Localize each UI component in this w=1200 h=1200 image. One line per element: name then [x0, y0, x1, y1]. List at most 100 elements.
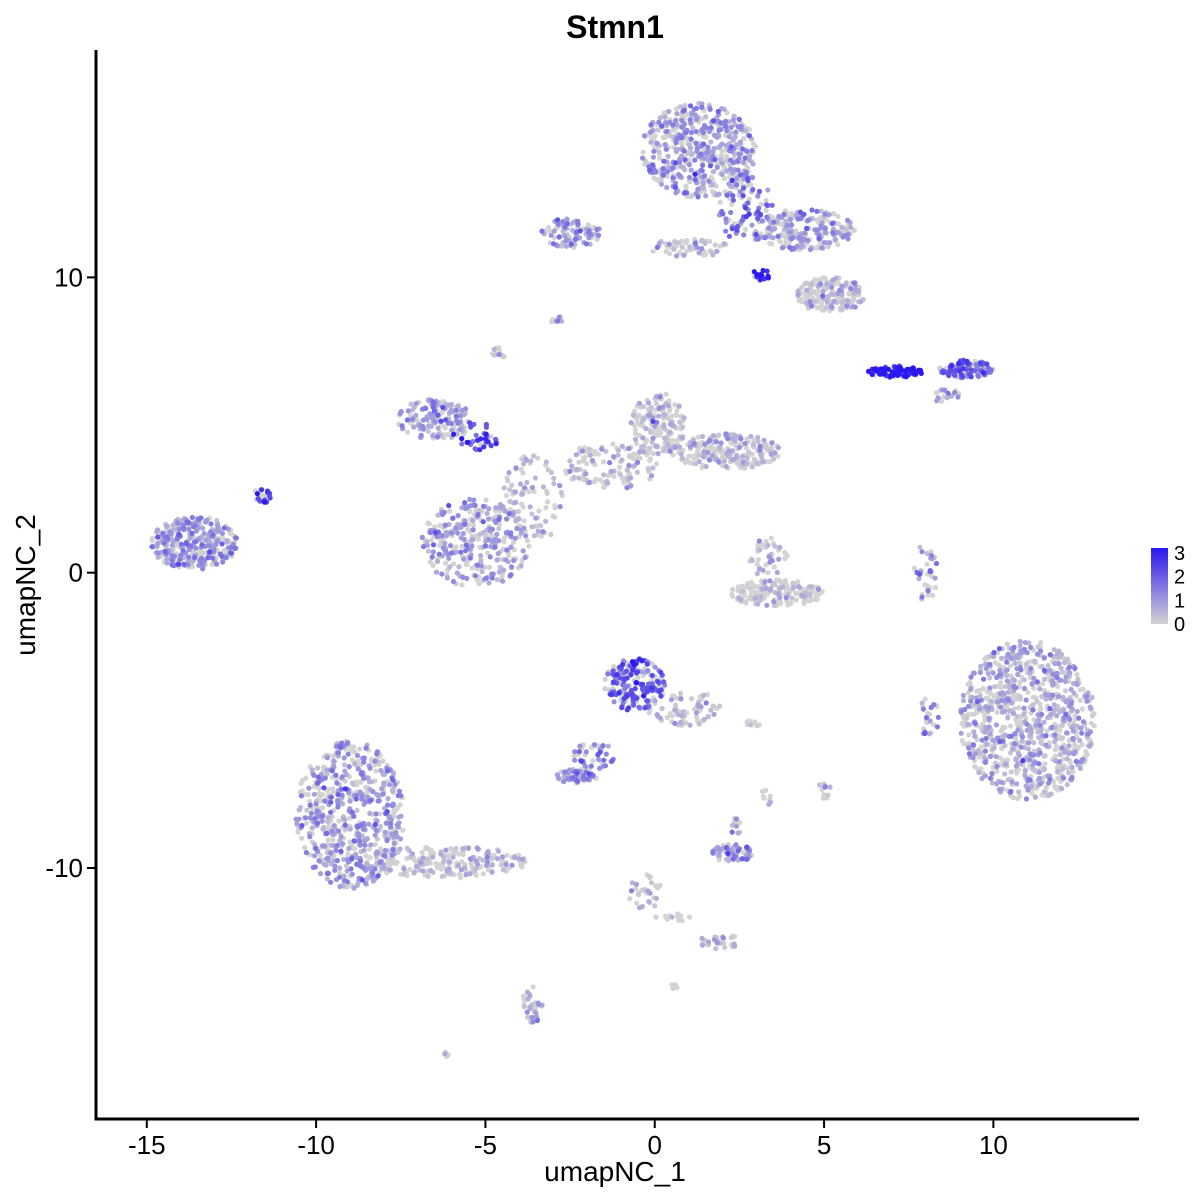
data-point [573, 236, 579, 242]
data-point [682, 167, 688, 173]
data-point [450, 854, 456, 860]
data-point [703, 463, 709, 470]
data-point [776, 556, 782, 562]
data-point [1036, 775, 1042, 782]
data-point [296, 816, 302, 822]
data-point [590, 758, 596, 764]
data-point [186, 526, 192, 533]
data-point [735, 124, 742, 130]
data-point [189, 514, 195, 521]
data-point [1078, 725, 1084, 731]
data-point [656, 413, 662, 419]
data-point [710, 148, 716, 155]
data-point [161, 540, 167, 546]
data-point [342, 817, 348, 823]
data-point [768, 535, 774, 541]
data-point [419, 849, 425, 856]
data-point [440, 863, 446, 869]
data-point [754, 571, 760, 577]
data-point [455, 513, 461, 519]
data-point [456, 871, 463, 878]
data-point [339, 774, 345, 780]
data-point [679, 244, 685, 250]
data-point [569, 463, 575, 469]
data-point [766, 225, 772, 231]
data-point [450, 578, 457, 585]
data-point [759, 586, 765, 592]
data-point [678, 696, 684, 702]
data-point [818, 223, 824, 229]
data-point [689, 152, 695, 158]
data-point [683, 183, 689, 189]
data-point [405, 429, 411, 435]
data-point [516, 856, 522, 862]
data-point [674, 122, 680, 128]
data-point [754, 723, 760, 729]
data-point [1035, 644, 1041, 650]
data-point [1011, 683, 1017, 690]
data-point [532, 475, 539, 481]
data-point [652, 133, 658, 139]
data-point [807, 298, 813, 305]
data-point [474, 562, 480, 568]
data-point [743, 128, 749, 134]
data-point [486, 506, 492, 512]
data-point [1006, 697, 1012, 704]
data-point [439, 873, 445, 880]
data-point [574, 466, 580, 473]
data-point [772, 450, 778, 456]
data-point [316, 791, 322, 797]
data-point [367, 810, 373, 817]
data-point [413, 400, 419, 407]
data-point [436, 551, 442, 557]
data-point [551, 475, 557, 481]
data-point [1018, 744, 1024, 750]
data-point [351, 885, 357, 891]
data-point [723, 216, 729, 222]
data-point [628, 888, 635, 894]
data-point [563, 243, 569, 249]
data-point [167, 529, 173, 535]
data-point [1025, 689, 1031, 696]
data-point [1013, 763, 1020, 769]
data-point [812, 277, 818, 283]
data-point [489, 571, 495, 577]
data-point [334, 858, 340, 864]
data-point [489, 526, 495, 532]
data-point [1077, 697, 1083, 704]
data-point [357, 858, 364, 864]
data-point [965, 703, 972, 709]
data-point [1019, 734, 1026, 740]
data-point [710, 252, 716, 258]
data-point [688, 136, 694, 142]
data-point [674, 253, 680, 259]
data-point [425, 423, 431, 429]
data-point [521, 993, 527, 1000]
data-point [791, 245, 797, 251]
data-point [1013, 757, 1019, 763]
data-point [540, 529, 546, 535]
data-point [917, 544, 923, 550]
data-point [658, 181, 665, 187]
data-point [348, 866, 354, 872]
data-point [529, 1014, 535, 1021]
data-point [548, 232, 554, 238]
data-point [701, 173, 708, 179]
data-point [710, 703, 716, 709]
data-point [459, 582, 465, 588]
data-point [763, 207, 769, 214]
data-point [164, 523, 170, 530]
data-point [695, 145, 701, 151]
data-point [427, 529, 433, 536]
data-point [1023, 661, 1029, 667]
data-point [760, 458, 766, 465]
data-point [522, 485, 528, 491]
data-point [583, 749, 589, 755]
data-point [394, 834, 400, 840]
data-point [1029, 681, 1035, 687]
data-point [496, 351, 502, 358]
data-point [1021, 646, 1028, 652]
data-point [964, 715, 970, 721]
data-point [831, 211, 837, 217]
data-point [321, 861, 327, 867]
